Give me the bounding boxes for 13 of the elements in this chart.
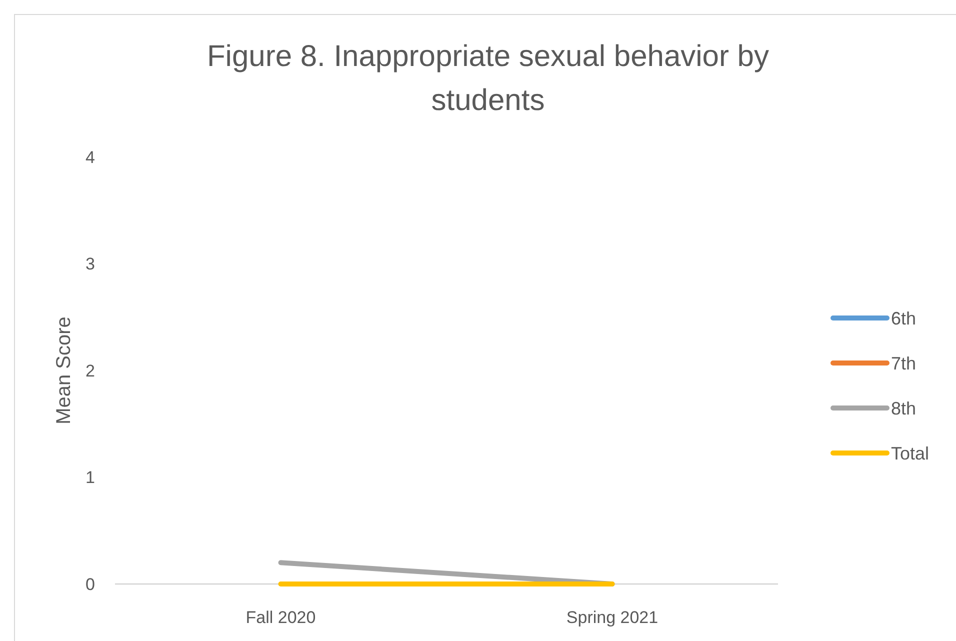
y-axis-title: Mean Score: [53, 316, 75, 424]
y-tick-label: 1: [86, 468, 95, 488]
legend-label: Total: [891, 443, 930, 464]
x-tick-label: Fall 2020: [246, 608, 316, 627]
x-tick-label: Spring 2021: [566, 608, 658, 627]
chart-title: Figure 8. Inappropriate sexual behavior by students: [206, 39, 770, 119]
y-tick-label: 3: [86, 254, 95, 274]
y-tick-label: 2: [86, 361, 95, 380]
y-tick-label: 4: [86, 148, 95, 167]
y-tick-label: 0: [86, 574, 95, 594]
legend-label: 7th: [891, 353, 916, 374]
legend-label: 6th: [891, 308, 916, 328]
legend-label: 8th: [891, 398, 916, 418]
